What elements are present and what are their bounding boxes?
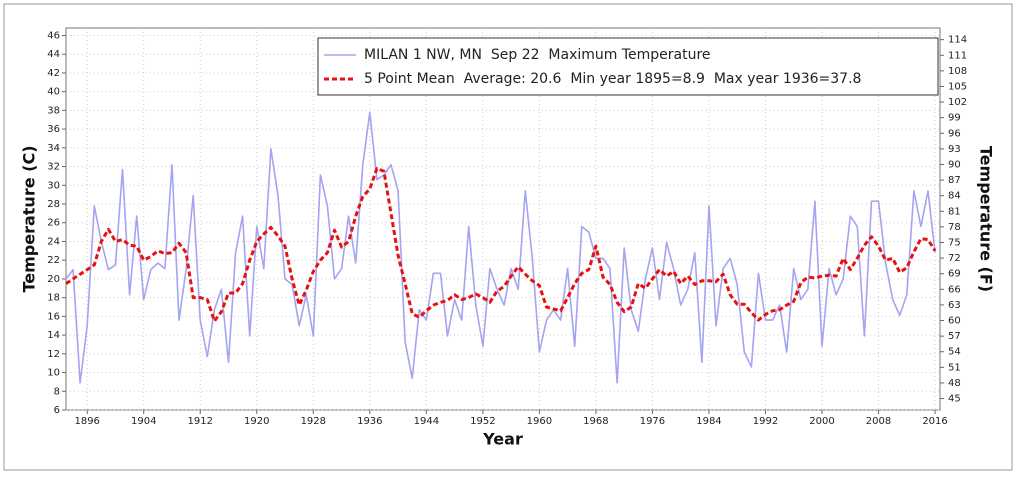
y2-tick-label: 90 bbox=[948, 159, 961, 170]
y-tick-label: 14 bbox=[47, 330, 60, 341]
y2-tick-label: 75 bbox=[948, 238, 961, 249]
y2-tick-label: 84 bbox=[948, 191, 961, 202]
y-tick-label: 38 bbox=[47, 105, 60, 116]
y-tick-label: 6 bbox=[54, 405, 60, 416]
y2-tick-label: 60 bbox=[948, 316, 961, 327]
y-tick-label: 30 bbox=[47, 180, 60, 191]
y2-tick-label: 51 bbox=[948, 362, 961, 373]
y-tick-label: 8 bbox=[54, 386, 60, 397]
x-tick-label: 1960 bbox=[527, 416, 552, 427]
y-tick-label: 16 bbox=[47, 311, 60, 322]
y2-tick-label: 108 bbox=[948, 66, 967, 77]
y2-tick-label: 96 bbox=[948, 128, 961, 139]
y2-tick-label: 63 bbox=[948, 300, 961, 311]
y2-tick-label: 45 bbox=[948, 394, 961, 405]
y-tick-label: 24 bbox=[47, 236, 60, 247]
y2-tick-label: 105 bbox=[948, 81, 967, 92]
y-tick-label: 26 bbox=[47, 218, 60, 229]
x-tick-label: 2016 bbox=[922, 416, 947, 427]
y2-tick-label: 114 bbox=[948, 35, 967, 46]
y-tick-label: 32 bbox=[47, 162, 60, 173]
y-tick-label: 36 bbox=[47, 124, 60, 135]
x-tick-label: 2000 bbox=[809, 416, 834, 427]
y2-tick-label: 66 bbox=[948, 284, 961, 295]
x-tick-label: 1912 bbox=[188, 416, 213, 427]
y2-tick-label: 78 bbox=[948, 222, 961, 233]
y-tick-label: 22 bbox=[47, 255, 60, 266]
x-tick-label: 1904 bbox=[131, 416, 156, 427]
y2-tick-label: 69 bbox=[948, 269, 961, 280]
y-tick-label: 18 bbox=[47, 293, 60, 304]
y-tick-label: 40 bbox=[47, 87, 60, 98]
y2-tick-label: 54 bbox=[948, 347, 961, 358]
y2-tick-label: 57 bbox=[948, 331, 961, 342]
y-tick-label: 28 bbox=[47, 199, 60, 210]
y2-tick-label: 102 bbox=[948, 97, 967, 108]
y2-tick-label: 111 bbox=[948, 50, 967, 61]
y2-tick-label: 99 bbox=[948, 113, 961, 124]
y-tick-label: 12 bbox=[47, 349, 60, 360]
x-tick-label: 1992 bbox=[753, 416, 778, 427]
y-tick-label: 34 bbox=[47, 143, 60, 154]
x-tick-label: 1976 bbox=[640, 416, 665, 427]
data-line bbox=[65, 166, 937, 323]
data-line bbox=[65, 111, 936, 384]
y2-tick-label: 93 bbox=[948, 144, 961, 155]
x-tick-label: 1920 bbox=[244, 416, 269, 427]
legend-box bbox=[317, 37, 939, 96]
x-tick-label: 1936 bbox=[357, 416, 382, 427]
x-tick-label: 2008 bbox=[866, 416, 891, 427]
legend-label: 5 Point Mean Average: 20.6 Min year 1895… bbox=[364, 71, 861, 87]
y2-tick-label: 87 bbox=[948, 175, 961, 186]
legend-label: MILAN 1 NW, MN Sep 22 Maximum Temperatur… bbox=[364, 47, 711, 63]
x-tick-label: 1968 bbox=[583, 416, 608, 427]
x-tick-label: 1952 bbox=[470, 416, 495, 427]
y2-tick-label: 48 bbox=[948, 378, 961, 389]
y-tick-label: 42 bbox=[47, 68, 60, 79]
y-tick-label: 20 bbox=[47, 274, 60, 285]
x-tick-label: 1896 bbox=[74, 416, 99, 427]
x-tick-label: 1944 bbox=[414, 416, 439, 427]
y-axis-title: Temperature (C) bbox=[20, 145, 39, 292]
y2-tick-label: 72 bbox=[948, 253, 961, 264]
y2-tick-label: 81 bbox=[948, 206, 961, 217]
y-tick-label: 10 bbox=[47, 368, 60, 379]
y-tick-label: 44 bbox=[47, 49, 60, 60]
x-axis-title: Year bbox=[482, 430, 523, 449]
y-tick-label: 46 bbox=[47, 30, 60, 41]
y2-axis-title: Temperature (F) bbox=[977, 146, 996, 292]
x-tick-label: 1984 bbox=[696, 416, 721, 427]
x-tick-label: 1928 bbox=[301, 416, 326, 427]
